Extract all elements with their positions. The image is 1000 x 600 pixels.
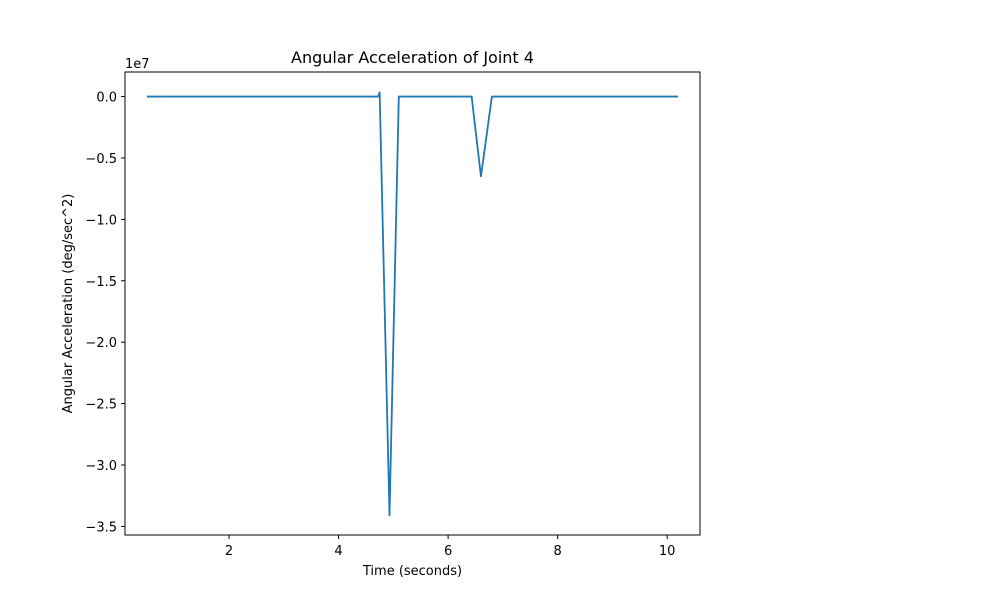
y-tick-label: −3.5 bbox=[85, 520, 117, 535]
series-layer bbox=[146, 91, 679, 517]
y-tick-label: 0.0 bbox=[96, 91, 117, 106]
x-tick-label: 2 bbox=[225, 544, 233, 559]
y-axis-label: Angular Acceleration (deg/sec^2) bbox=[61, 194, 76, 414]
plot-area bbox=[125, 72, 700, 535]
chart-title: Angular Acceleration of Joint 4 bbox=[291, 48, 534, 67]
y-tick-label: −2.5 bbox=[85, 398, 117, 413]
plot-frame bbox=[124, 71, 701, 536]
y-axis-offset-label: 1e7 bbox=[125, 57, 150, 72]
x-axis-label: Time (seconds) bbox=[362, 564, 462, 579]
y-tick-label: −1.5 bbox=[85, 275, 117, 290]
x-tick-label: 10 bbox=[659, 544, 676, 559]
x-tick-label: 6 bbox=[444, 544, 452, 559]
y-tick-label: −1.0 bbox=[85, 213, 117, 228]
series-line bbox=[146, 91, 679, 517]
axes-layer: 2 4 6 8 10 0.0 −0.5 −1.0 −1.5 −2.0 −2.5 −3.0 −3.5 bbox=[85, 91, 675, 559]
x-tick-label: 4 bbox=[334, 544, 342, 559]
y-tick-label: −0.5 bbox=[85, 152, 117, 167]
y-tick-label: −3.0 bbox=[85, 459, 117, 474]
x-tick-label: 8 bbox=[553, 544, 561, 559]
y-tick-label: −2.0 bbox=[85, 336, 117, 351]
